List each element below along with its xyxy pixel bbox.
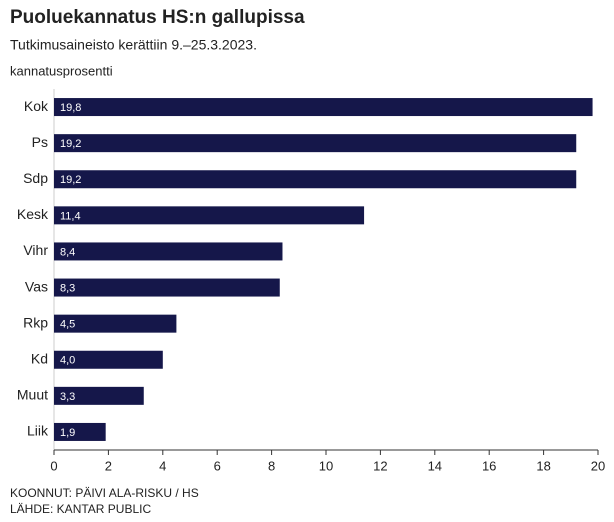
value-label: 19,8 [60, 102, 81, 114]
bar [54, 242, 283, 261]
y-tick-label: Vas [25, 278, 48, 294]
bar [54, 98, 593, 117]
credit: KOONNUT: PÄIVI ALA-RISKU / HS [10, 486, 199, 500]
bar [54, 314, 177, 333]
value-label: 8,3 [60, 282, 75, 294]
bar [54, 134, 577, 153]
x-tick-label: 20 [591, 458, 605, 473]
value-label: 19,2 [60, 138, 81, 150]
bar [54, 386, 144, 405]
x-tick-label: 18 [536, 458, 550, 473]
y-tick-label: Muut [17, 387, 48, 403]
y-tick-label: Kesk [17, 206, 49, 222]
chart-subtitle: Tutkimusaineisto kerättiin 9.–25.3.2023. [10, 37, 257, 53]
x-tick-label: 12 [373, 458, 387, 473]
chart-title: Puoluekannatus HS:n gallupissa [10, 7, 305, 28]
x-tick-label: 16 [482, 458, 496, 473]
y-tick-label: Vihr [23, 242, 48, 258]
x-tick-label: 10 [319, 458, 333, 473]
x-tick-label: 4 [159, 458, 166, 473]
value-label: 19,2 [60, 174, 81, 186]
value-label: 8,4 [60, 246, 75, 258]
x-tick-label: 0 [50, 458, 57, 473]
value-label: 4,0 [60, 355, 75, 367]
bar [54, 422, 106, 441]
x-tick-label: 14 [428, 458, 442, 473]
bar [54, 170, 577, 189]
y-tick-label: Ps [32, 134, 48, 150]
bar [54, 278, 280, 297]
y-tick-label: Sdp [23, 170, 48, 186]
y-tick-label: Kd [31, 350, 48, 366]
value-label: 3,3 [60, 391, 75, 403]
credit: LÄHDE: KANTAR PUBLIC [10, 502, 151, 516]
y-tick-label: Kok [24, 98, 49, 114]
bar [54, 206, 365, 225]
y-tick-label: Liik [27, 423, 49, 439]
axis-label: kannatusprosentti [10, 63, 113, 78]
x-tick-label: 8 [268, 458, 275, 473]
value-label: 1,9 [60, 427, 75, 439]
x-tick-label: 6 [214, 458, 221, 473]
x-tick-label: 2 [105, 458, 112, 473]
value-label: 4,5 [60, 319, 75, 331]
y-tick-label: Rkp [23, 314, 48, 330]
bar [54, 350, 163, 369]
value-label: 11,4 [60, 210, 81, 222]
